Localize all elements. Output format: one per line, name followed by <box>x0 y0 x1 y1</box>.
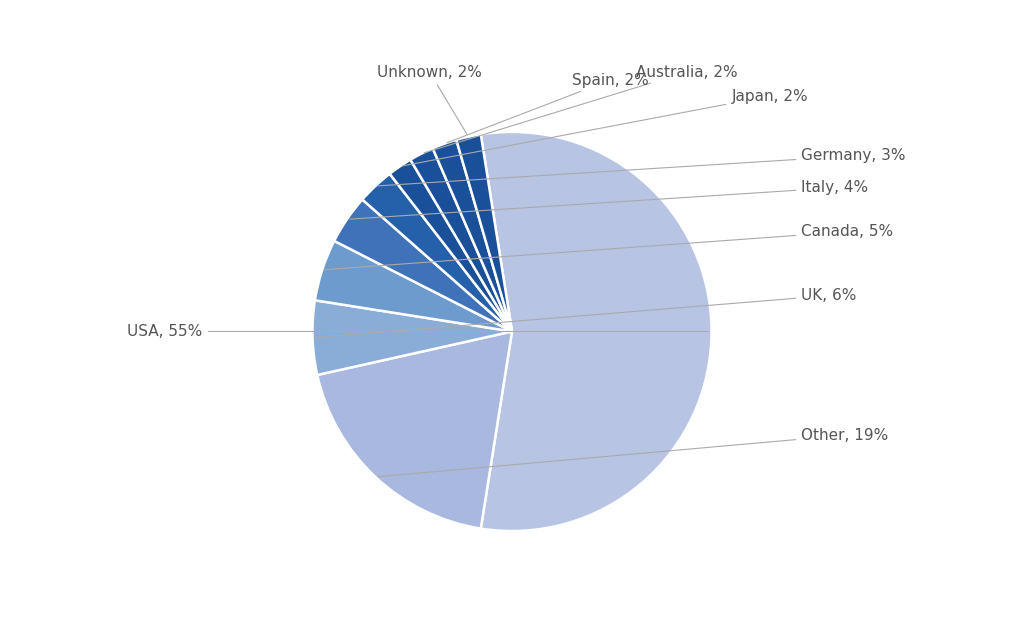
Text: Italy, 4%: Italy, 4% <box>350 180 868 219</box>
Wedge shape <box>411 149 512 332</box>
Wedge shape <box>315 241 512 332</box>
Text: Japan, 2%: Japan, 2% <box>402 89 808 166</box>
Text: Australia, 2%: Australia, 2% <box>424 64 737 153</box>
Wedge shape <box>433 140 512 332</box>
Text: Other, 19%: Other, 19% <box>378 428 889 476</box>
Text: Spain, 2%: Spain, 2% <box>447 73 648 143</box>
Text: Unknown, 2%: Unknown, 2% <box>377 64 482 134</box>
Wedge shape <box>362 174 512 332</box>
Wedge shape <box>334 199 512 332</box>
Text: USA, 55%: USA, 55% <box>127 324 709 339</box>
Wedge shape <box>481 132 712 531</box>
Text: UK, 6%: UK, 6% <box>315 288 857 338</box>
Wedge shape <box>457 134 512 332</box>
Text: Canada, 5%: Canada, 5% <box>325 224 894 269</box>
Wedge shape <box>317 332 512 529</box>
Wedge shape <box>312 300 512 375</box>
Wedge shape <box>390 159 512 332</box>
Text: Germany, 3%: Germany, 3% <box>378 149 906 186</box>
